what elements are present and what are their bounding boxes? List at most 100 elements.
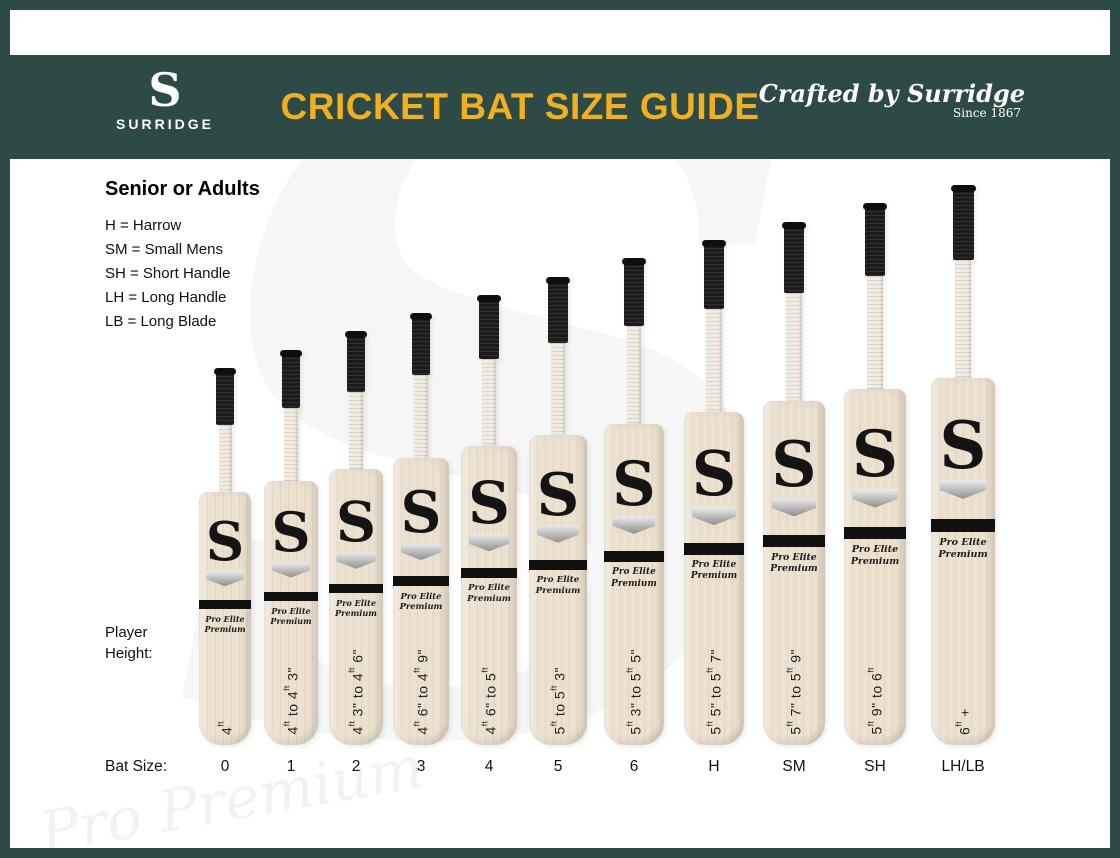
- blade-black-band: [460, 567, 518, 578]
- bat-grip: [781, 221, 807, 293]
- bat-model-text: Pro Elite Premium: [611, 567, 657, 589]
- since-text: Since 1867: [953, 106, 1021, 121]
- crafted-by-block: Crafted by Surridge Since 1867: [758, 79, 1025, 121]
- cricket-bat: S Pro Elite Premium 5ft 3" to 5ft 5": [604, 258, 664, 745]
- bat-size-value: SH: [864, 758, 886, 775]
- bat-logo-s: S: [771, 427, 817, 502]
- surridge-logo: S SURRIDGE: [90, 67, 240, 132]
- blade-black-band: [683, 543, 745, 555]
- crafted-by-text: Crafted by Surridge: [758, 79, 1025, 108]
- bat-model-line: Pro Elite: [536, 575, 580, 586]
- legend-item: LB = Long Blade: [105, 313, 217, 330]
- bat-model-line: Pro Elite: [851, 544, 899, 556]
- chevron-sticker-icon: [852, 488, 898, 508]
- player-height-row-label: Player Height:: [105, 624, 153, 662]
- cricket-bat: S Pro Elite Premium 5ft 9" to 6ft: [843, 203, 907, 745]
- brand-name: SURRIDGE: [116, 116, 214, 132]
- bat-logo-s: S: [612, 448, 656, 520]
- bat-model-line: Premium: [467, 593, 511, 604]
- bat-blade: S Pro Elite Premium 4ft 3" to 4ft 6": [328, 469, 384, 745]
- bat-model-line: Pro Elite: [400, 590, 442, 601]
- bat-blade: S Pro Elite Premium 4ft: [199, 492, 251, 745]
- legend-item: SM = Small Mens: [105, 241, 223, 258]
- bat-logo-s: S: [691, 437, 737, 511]
- bat-model-line: Pro Elite: [939, 536, 987, 548]
- chevron-sticker-icon: [692, 506, 736, 526]
- bat-grip: [701, 239, 727, 310]
- size-labels-row: 0 1 2 3 4 5 6 H SM SH LH/LB: [10, 10, 1110, 848]
- bat-grip: [214, 368, 236, 425]
- bat-logo-s: S: [939, 407, 987, 484]
- bat-model-text: Pro Elite Premium: [770, 552, 817, 575]
- bat-size-value: 6: [629, 758, 639, 775]
- cricket-bat: S Pro Elite Premium 4ft 6" to 5ft: [460, 294, 518, 745]
- bat-size-value: 1: [286, 758, 296, 775]
- bat-model-line: Premium: [399, 601, 443, 611]
- bat-model-line: Premium: [690, 571, 738, 581]
- blade-black-band: [264, 592, 318, 602]
- content-area: S Pro Premium S SURRIDGE CRICKET BAT SIZ…: [10, 10, 1110, 848]
- bat-blade: S Pro Elite Premium 4ft 6" to 4ft 9": [393, 457, 449, 745]
- bat-grip: [622, 258, 646, 326]
- bat-size-row-label: Bat Size:: [105, 758, 168, 775]
- blade-black-band: [529, 559, 587, 571]
- bat-model-text: Pro Elite Premium: [691, 560, 738, 583]
- bat-model-line: Premium: [535, 586, 581, 597]
- bat-size-value: 5: [553, 758, 563, 775]
- bat-grip: [409, 313, 433, 376]
- bat-model-text: Pro Elite Premium: [270, 606, 311, 626]
- blade-black-band: [843, 527, 907, 540]
- bat-logo-s: S: [335, 489, 377, 555]
- bat-logo-s: S: [851, 416, 899, 492]
- bat-model-line: Premium: [850, 556, 900, 567]
- bat-handle: [349, 391, 363, 470]
- bat-model-line: Pro Elite: [691, 559, 737, 570]
- legend: Senior or Adults H = Harrow SM = Small M…: [105, 178, 260, 334]
- bat-model-text: Pro Elite Premium: [400, 591, 443, 612]
- bat-logo-s: S: [205, 510, 245, 574]
- bat-handle: [414, 375, 428, 458]
- bat-model-line: Premium: [335, 608, 377, 619]
- blade-black-band: [931, 519, 995, 532]
- bat-grip: [477, 294, 501, 359]
- blade-black-band: [199, 600, 251, 609]
- bat-blade: S Pro Elite Premium 5ft 3" to 5ft 5": [604, 423, 664, 745]
- bat-handle: [218, 425, 232, 492]
- blade-black-band: [763, 535, 825, 547]
- bat-logo-s: S: [468, 469, 510, 538]
- chevron-sticker-icon: [336, 552, 376, 569]
- bat-handle: [284, 408, 298, 481]
- chevron-sticker-icon: [400, 543, 441, 561]
- bat-blade: S Pro Elite Premium 5ft 5" to 5ft 7": [683, 412, 745, 745]
- bat-logo-s: S: [271, 500, 311, 565]
- cricket-bat: S Pro Elite Premium 4ft 6" to 4ft 9": [393, 313, 449, 745]
- bat-model-line: Premium: [270, 616, 312, 627]
- chevron-sticker-icon: [612, 516, 656, 534]
- bat-model-line: Pro Elite: [271, 606, 311, 617]
- bat-blade: S Pro Elite Premium 6ft +: [931, 378, 995, 745]
- bat-model-text: Pro Elite Premium: [851, 544, 899, 568]
- bat-model-line: Premium: [204, 623, 246, 634]
- blade-black-band: [328, 583, 384, 594]
- bat-handle: [626, 325, 642, 424]
- bat-size-value: H: [708, 758, 720, 775]
- bat-handle: [786, 292, 802, 401]
- chevron-sticker-icon: [537, 525, 579, 543]
- bat-model-line: Pro Elite: [468, 582, 510, 593]
- legend-item: H = Harrow: [105, 217, 182, 234]
- blade-black-band: [393, 575, 449, 586]
- header-band: S SURRIDGE CRICKET BAT SIZE GUIDE Crafte…: [10, 55, 1110, 159]
- bats-area: S Pro Elite Premium 4ft S Pro Elite Premium 4ft…: [10, 10, 1110, 848]
- legend-item: LH = Long Handle: [105, 289, 227, 306]
- bat-model-text: Pro Elite Premium: [536, 575, 581, 597]
- bat-size-value: 3: [416, 758, 426, 775]
- section-heading: Senior or Adults: [105, 178, 260, 200]
- bat-model-line: Premium: [611, 578, 657, 589]
- chevron-sticker-icon: [206, 570, 244, 587]
- bat-logo-s: S: [536, 459, 580, 529]
- bat-handle: [706, 309, 722, 413]
- bat-size-value: SM: [782, 758, 806, 775]
- bat-handle: [867, 276, 883, 390]
- bat-handle: [481, 358, 497, 447]
- cricket-bat: S Pro Elite Premium 4ft 3" to 4ft 6": [328, 331, 384, 745]
